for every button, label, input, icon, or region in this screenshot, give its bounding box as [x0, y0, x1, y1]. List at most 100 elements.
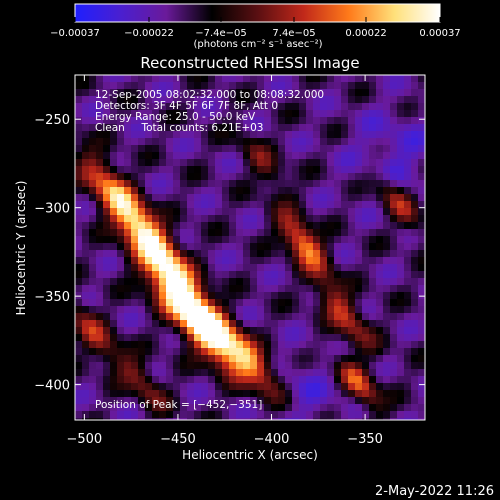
heatmap-cell [299, 103, 307, 111]
heatmap-cell [299, 292, 307, 300]
heatmap-cell [222, 180, 230, 188]
heatmap-cell [187, 369, 195, 377]
heatmap-cell [306, 159, 314, 167]
heatmap-cell [292, 96, 300, 104]
heatmap-cell [271, 96, 279, 104]
heatmap-cell [201, 89, 209, 97]
heatmap-cell [124, 194, 132, 202]
heatmap-cell [383, 362, 391, 370]
heatmap-cell [222, 257, 230, 265]
colorbar [74, 3, 441, 23]
heatmap-cell [180, 152, 188, 160]
heatmap-cell [341, 418, 349, 420]
heatmap-cell [166, 306, 174, 314]
heatmap-cell [159, 194, 167, 202]
heatmap-cell [208, 369, 216, 377]
heatmap-cell [390, 166, 398, 174]
heatmap-cell [285, 138, 293, 146]
heatmap-cell [138, 131, 146, 139]
heatmap-cell [187, 355, 195, 363]
heatmap-cell [75, 369, 83, 377]
heatmap-cell [201, 264, 209, 272]
heatmap-cell [411, 411, 419, 419]
heatmap-cell [180, 222, 188, 230]
heatmap-cell [264, 103, 272, 111]
heatmap-cell [264, 271, 272, 279]
heatmap-cell [341, 159, 349, 167]
heatmap-cell [194, 250, 202, 258]
heatmap-cell [271, 124, 279, 132]
heatmap-cell [397, 278, 405, 286]
heatmap-cell [96, 75, 104, 83]
heatmap-cell [383, 369, 391, 377]
heatmap-cell [166, 264, 174, 272]
heatmap-cell [250, 229, 258, 237]
heatmap-cell [383, 320, 391, 328]
heatmap-cell [383, 411, 391, 419]
heatmap-cell [194, 110, 202, 118]
heatmap-cell [117, 278, 125, 286]
heatmap-cell [215, 313, 223, 321]
heatmap-cell [285, 292, 293, 300]
heatmap-cell [418, 180, 425, 188]
heatmap-cell [124, 75, 132, 83]
heatmap-cell [271, 264, 279, 272]
heatmap-cell [306, 187, 314, 195]
heatmap-cell [271, 341, 279, 349]
heatmap-cell [264, 222, 272, 230]
heatmap-cell [208, 124, 216, 132]
heatmap-cell [348, 278, 356, 286]
heatmap-cell [215, 166, 223, 174]
heatmap-cell [145, 159, 153, 167]
heatmap-cell [390, 299, 398, 307]
heatmap-cell [278, 411, 286, 419]
heatmap-cell [418, 362, 425, 370]
heatmap-cell [278, 418, 286, 420]
heatmap-cell [117, 404, 125, 412]
heatmap-cell [299, 327, 307, 335]
heatmap-cell [383, 285, 391, 293]
heatmap-cell [166, 299, 174, 307]
heatmap-cell [138, 243, 146, 251]
heatmap-cell [180, 201, 188, 209]
heatmap-cell [187, 341, 195, 349]
heatmap-cell [264, 82, 272, 90]
heatmap-cell [292, 180, 300, 188]
heatmap-cell [152, 397, 160, 405]
heatmap-cell [96, 159, 104, 167]
heatmap-cell [208, 110, 216, 118]
heatmap-cell [383, 124, 391, 132]
heatmap-cell [194, 236, 202, 244]
heatmap-cell [229, 173, 237, 181]
heatmap-cell [390, 369, 398, 377]
heatmap-cell [306, 229, 314, 237]
heatmap-cell [229, 145, 237, 153]
heatmap-cell [229, 362, 237, 370]
heatmap-cell [229, 152, 237, 160]
heatmap-cell [355, 131, 363, 139]
heatmap-cell [75, 110, 83, 118]
heatmap-cell [117, 285, 125, 293]
heatmap-cell [299, 306, 307, 314]
heatmap-cell [236, 313, 244, 321]
heatmap-cell [278, 320, 286, 328]
heatmap-cell [117, 348, 125, 356]
heatmap-cell [278, 390, 286, 398]
heatmap-cell [257, 173, 265, 181]
heatmap-cell [173, 362, 181, 370]
heatmap-cell [236, 131, 244, 139]
heatmap-cell [194, 376, 202, 384]
heatmap-cell [152, 390, 160, 398]
heatmap-cell [229, 271, 237, 279]
heatmap-cell [313, 236, 321, 244]
heatmap-cell [376, 145, 384, 153]
heatmap-cell [271, 320, 279, 328]
heatmap-cell [313, 173, 321, 181]
heatmap-cell [159, 103, 167, 111]
heatmap-cell [180, 264, 188, 272]
heatmap-cell [341, 180, 349, 188]
heatmap-cell [173, 159, 181, 167]
heatmap-cell [362, 257, 370, 265]
heatmap-cell [229, 75, 237, 83]
heatmap-cell [271, 411, 279, 419]
